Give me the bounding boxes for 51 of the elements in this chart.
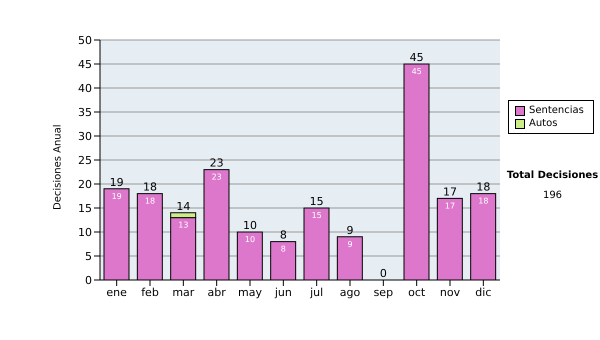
y-tick-label: 20	[78, 178, 92, 191]
y-axis-title: Decisiones Anual	[52, 124, 64, 210]
y-tick-label: 0	[85, 274, 92, 287]
total-label: 18	[143, 180, 157, 194]
total-label: 19	[110, 176, 124, 189]
x-tick-label: mar	[172, 286, 195, 299]
total-label: 0	[380, 267, 387, 280]
x-tick-label: nov	[440, 286, 461, 299]
total-label: 8	[280, 228, 287, 242]
y-tick-label: 45	[78, 58, 92, 71]
x-tick-label: ene	[106, 286, 128, 299]
x-tick-label: sep	[374, 286, 394, 299]
total-label: 17	[443, 185, 457, 198]
total-label: 23	[210, 156, 224, 170]
y-tick-label: 35	[78, 106, 92, 119]
x-tick-label: oct	[408, 286, 426, 299]
x-tick-label: may	[238, 286, 262, 299]
y-tick-label: 30	[78, 130, 92, 143]
total-label: 10	[243, 219, 257, 232]
data-label: 45	[412, 67, 422, 76]
x-tick-label: jun	[274, 286, 292, 299]
data-label: 15	[312, 211, 322, 220]
data-label: 13	[178, 220, 188, 230]
data-label: 9	[347, 240, 353, 249]
data-label: 19	[112, 192, 122, 201]
y-tick-label: 25	[78, 154, 92, 167]
total-label: 45	[410, 51, 424, 64]
y-tick-label: 40	[78, 82, 92, 95]
x-tick-label: jul	[309, 286, 324, 299]
text: 196	[542, 190, 564, 201]
data-label: 23	[212, 172, 222, 182]
data-label: 18	[478, 196, 488, 206]
total-label: 15	[310, 195, 324, 208]
data-label: 8	[280, 244, 286, 254]
y-tick-label: 15	[78, 202, 92, 215]
y-tick-label: 50	[78, 34, 92, 47]
text: Total Decisiones	[506, 170, 600, 181]
total-label: 9	[346, 224, 354, 237]
data-label: 18	[144, 196, 156, 206]
x-tick-label: dic	[475, 286, 492, 299]
x-tick-label: abr	[208, 286, 226, 299]
total-label: 18	[476, 180, 490, 194]
data-label: 17	[444, 201, 456, 210]
x-tick-label: ago	[340, 286, 360, 299]
total-label: 14	[176, 200, 190, 213]
y-tick-label: 5	[85, 250, 92, 263]
legend-label: Sentencias	[529, 104, 584, 117]
y-tick-label: 10	[78, 226, 92, 239]
legend-label: Autos	[529, 117, 558, 130]
x-tick-label: feb	[141, 286, 159, 299]
data-label: 10	[244, 235, 256, 244]
